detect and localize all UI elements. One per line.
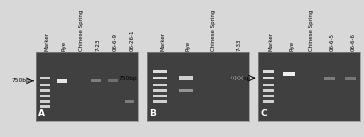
Bar bbox=[40, 105, 50, 108]
Bar bbox=[40, 100, 50, 103]
Text: Chinese Spring: Chinese Spring bbox=[309, 9, 314, 51]
Bar bbox=[40, 84, 50, 86]
Bar bbox=[153, 70, 167, 73]
Text: Rye: Rye bbox=[289, 41, 294, 51]
Text: Rye: Rye bbox=[186, 41, 191, 51]
Bar bbox=[125, 100, 135, 103]
Text: 06-26-1: 06-26-1 bbox=[130, 29, 135, 51]
Bar bbox=[324, 77, 335, 80]
Text: 06-6-5: 06-6-5 bbox=[330, 33, 335, 51]
Bar bbox=[263, 77, 274, 79]
Text: C: C bbox=[261, 109, 267, 118]
Text: A: A bbox=[39, 109, 46, 118]
Text: 750bp: 750bp bbox=[119, 76, 138, 81]
Text: Marker: Marker bbox=[45, 32, 50, 51]
Bar bbox=[230, 76, 244, 80]
Text: 06-6-6: 06-6-6 bbox=[350, 33, 355, 51]
Bar bbox=[263, 100, 274, 103]
Bar bbox=[263, 95, 274, 97]
Bar bbox=[40, 89, 50, 92]
Bar bbox=[91, 79, 100, 82]
Bar bbox=[179, 89, 193, 92]
Bar bbox=[179, 76, 193, 80]
Bar bbox=[153, 95, 167, 97]
Bar bbox=[108, 79, 118, 82]
Bar bbox=[263, 84, 274, 86]
Text: 7-33: 7-33 bbox=[237, 38, 242, 51]
Text: 750bp: 750bp bbox=[11, 78, 30, 83]
Text: Chinese Spring: Chinese Spring bbox=[211, 9, 216, 51]
Text: Marker: Marker bbox=[269, 32, 274, 51]
Bar bbox=[153, 77, 167, 79]
Bar bbox=[153, 84, 167, 86]
Text: 06-6-9: 06-6-9 bbox=[113, 33, 118, 51]
Bar bbox=[263, 70, 274, 73]
Bar bbox=[153, 89, 167, 92]
Bar bbox=[263, 89, 274, 92]
Text: Chinese Spring: Chinese Spring bbox=[79, 9, 84, 51]
Text: B: B bbox=[150, 109, 156, 118]
Bar bbox=[57, 79, 67, 83]
Bar bbox=[345, 77, 356, 80]
Bar bbox=[153, 100, 167, 103]
Text: Marker: Marker bbox=[160, 32, 165, 51]
Text: 1000bp: 1000bp bbox=[228, 76, 251, 81]
Bar bbox=[284, 72, 294, 76]
Text: Rye: Rye bbox=[62, 41, 67, 51]
Bar bbox=[40, 95, 50, 97]
Bar bbox=[40, 77, 50, 79]
Text: 7-23: 7-23 bbox=[96, 38, 101, 51]
